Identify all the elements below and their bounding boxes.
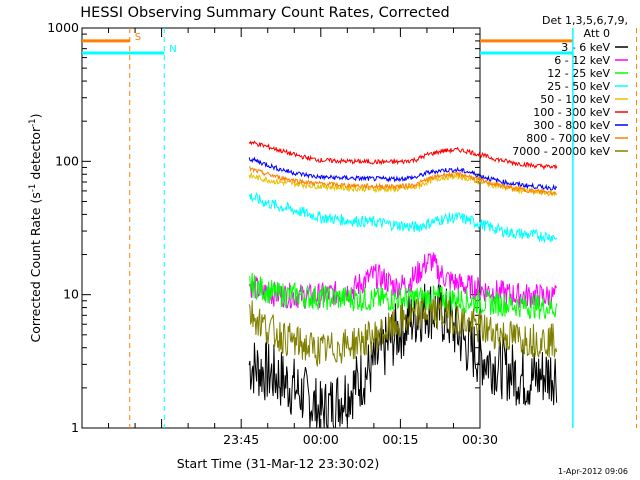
x-tick-label: 23:45 [223, 432, 259, 447]
x-axis-label: Start Time (31-Mar-12 23:30:02) [177, 456, 380, 471]
series-line-5 [248, 140, 558, 171]
footer-timestamp: 1-Apr-2012 09:06 [558, 467, 628, 476]
saa-marker-label: S [135, 32, 141, 43]
y-axis-label: Corrected Count Rate (s-1 detector-1) [28, 114, 43, 343]
x-tick-label: 00:15 [382, 432, 418, 447]
y-tick-label: 10 [63, 287, 79, 302]
legend-label-7: 800 - 7000 keV [526, 132, 610, 145]
series-line-1 [248, 252, 558, 309]
series-line-3 [248, 192, 558, 244]
legend-label-3: 25 - 50 keV [547, 80, 610, 93]
legend-header-line-2: Att 0 [584, 27, 610, 40]
y-tick-label: 1 [71, 420, 79, 435]
y-tick-label: 1000 [47, 20, 79, 35]
legend-label-1: 6 - 12 keV [554, 54, 610, 67]
legend-label-6: 300 - 800 keV [533, 119, 610, 132]
series-line-2 [248, 272, 558, 320]
series-line-6 [248, 156, 558, 191]
chart-title: HESSI Observing Summary Count Rates, Cor… [80, 5, 449, 21]
plot-frame [81, 27, 481, 429]
legend-label-5: 100 - 300 keV [533, 106, 610, 119]
y-tick-label: 100 [55, 153, 79, 168]
legend-header-line-1: Det 1,3,5,6,7,9, [542, 14, 628, 27]
series-line-7 [248, 166, 557, 195]
night-marker-label: N [169, 44, 176, 55]
legend-label-8: 7000 - 20000 keV [512, 145, 610, 158]
legend-label-2: 12 - 25 keV [547, 67, 610, 80]
plot-area: 1 10 100 1000 23:45 00:00 00:15 00:30 S N [47, 20, 638, 447]
x-tick-label: 00:00 [303, 432, 339, 447]
legend-label-4: 50 - 100 keV [540, 93, 610, 106]
x-tick-label: 00:30 [462, 432, 498, 447]
series-line-8 [248, 296, 558, 367]
